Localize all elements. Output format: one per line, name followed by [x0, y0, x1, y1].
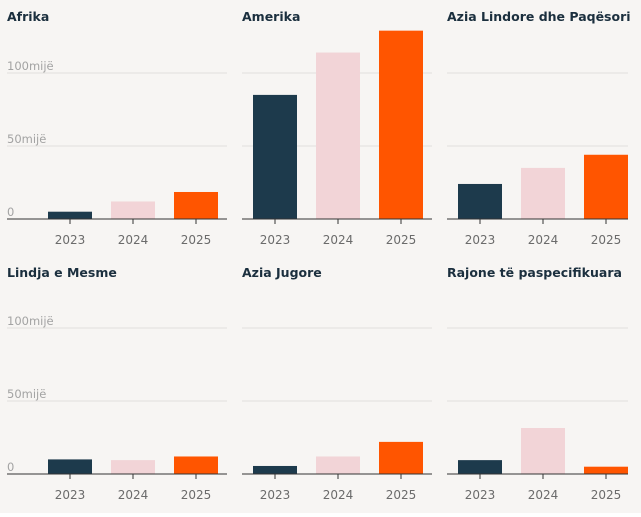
panel-title: Rajone të paspecifikuara — [447, 265, 622, 280]
panel-rajone-të-paspecifikuara: Rajone të paspecifikuara 2023 2024 2025 — [447, 265, 628, 502]
x-tick-label: 2025 — [386, 233, 417, 247]
bar-2024 — [521, 167, 565, 219]
bar-2023 — [458, 183, 502, 219]
x-tick-label: 2025 — [181, 488, 212, 502]
bar-2025 — [379, 30, 423, 219]
x-tick-label: 2024 — [528, 233, 559, 247]
panel-amerika: Amerika 2023 2024 2025 — [242, 9, 432, 247]
x-tick-label: 2025 — [591, 488, 622, 502]
y-tick-label: 50mijë — [7, 387, 46, 401]
bar-2023 — [48, 459, 92, 474]
panel-title: Azia Lindore dhe Paqësori — [447, 9, 631, 24]
panel-afrika: Afrika 0 50mijë 100mijë 2023 2024 2025 — [7, 9, 227, 247]
panel-title: Afrika — [7, 9, 49, 24]
bar-2023 — [48, 211, 92, 219]
y-tick-label: 100mijë — [7, 314, 54, 328]
x-tick-label: 2024 — [528, 488, 559, 502]
x-tick-label: 2024 — [118, 233, 149, 247]
bar-2025 — [174, 191, 218, 219]
y-tick-label: 100mijë — [7, 59, 54, 73]
bar-2024 — [316, 456, 360, 474]
bar-2025 — [174, 456, 218, 474]
x-tick-label: 2025 — [181, 233, 212, 247]
x-tick-label: 2025 — [591, 233, 622, 247]
panel-lindja-e-mesme: Lindja e Mesme 0 50mijë 100mijë 2023 2024 2025 — [7, 265, 227, 502]
bar-2023 — [253, 465, 297, 474]
y-tick-label: 0 — [7, 460, 14, 474]
y-tick-label: 50mijë — [7, 132, 46, 146]
x-tick-label: 2025 — [386, 488, 417, 502]
panel-azia-jugore: Azia Jugore 2023 2024 2025 — [242, 265, 432, 502]
bar-2023 — [253, 94, 297, 219]
bar-2025 — [379, 441, 423, 474]
bar-2024 — [316, 52, 360, 220]
panel-azia-lindore-dhe-paqësori: Azia Lindore dhe Paqësori 2023 2024 2025 — [447, 9, 631, 247]
panel-title: Azia Jugore — [242, 265, 322, 280]
x-tick-label: 2024 — [323, 233, 354, 247]
bar-2023 — [458, 460, 502, 474]
x-tick-label: 2023 — [260, 488, 291, 502]
x-tick-label: 2023 — [465, 488, 496, 502]
panel-title: Amerika — [242, 9, 300, 24]
bar-2025 — [584, 154, 628, 219]
y-tick-label: 0 — [7, 205, 14, 219]
x-tick-label: 2023 — [260, 233, 291, 247]
x-tick-label: 2023 — [465, 233, 496, 247]
panel-title: Lindja e Mesme — [7, 265, 117, 280]
bar-2024 — [111, 201, 155, 219]
x-tick-label: 2024 — [118, 488, 149, 502]
bar-2024 — [111, 460, 155, 474]
x-tick-label: 2023 — [55, 233, 86, 247]
x-tick-label: 2024 — [323, 488, 354, 502]
bar-2024 — [521, 428, 565, 474]
x-tick-label: 2023 — [55, 488, 86, 502]
bar-2025 — [584, 466, 628, 474]
